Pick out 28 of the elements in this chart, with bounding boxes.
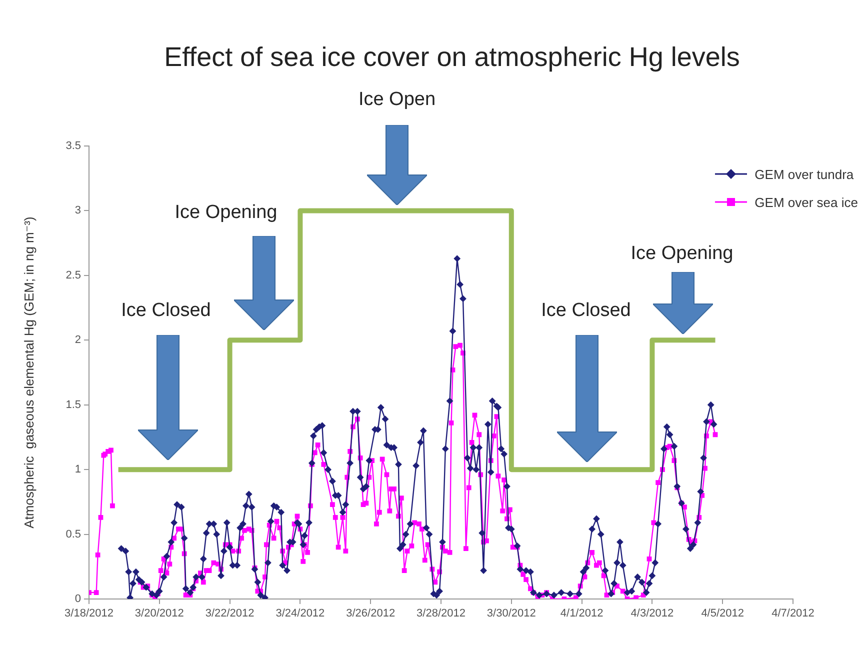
legend-label: GEM over sea ice	[754, 194, 858, 210]
x-tick-label: 4/3/2012	[630, 608, 674, 620]
annotation: Ice Closed	[540, 300, 632, 322]
y-axis-title: Atmospheric gaseous elemental Hg (GEM; in ng m⁻³)	[21, 216, 36, 528]
y-tick-label: 1.5	[66, 398, 81, 411]
legend-label: GEM over tundra	[754, 166, 854, 182]
y-tick-label: 2	[74, 334, 81, 346]
y-tick-label: 2.5	[66, 269, 81, 282]
x-tick-label: 4/5/2012	[701, 608, 744, 620]
x-tick-label: 3/30/2012	[486, 608, 536, 620]
x-tick-label: 3/20/2012	[134, 608, 184, 620]
annotation: Ice Opening	[630, 243, 734, 265]
x-tick-label: 4/7/2012	[772, 608, 814, 620]
x-tick-label: 3/18/2012	[64, 608, 114, 620]
x-tick-label: 4/1/2012	[560, 608, 604, 620]
y-tick-label: 1	[74, 464, 81, 476]
annotation: Ice Closed	[120, 300, 212, 322]
x-tick-label: 3/26/2012	[346, 608, 396, 620]
x-tick-label: 3/22/2012	[205, 608, 254, 620]
annotation: Ice Opening	[174, 202, 278, 224]
y-tick-label: 3	[74, 204, 81, 217]
y-tick-label: 3.5	[66, 140, 81, 152]
x-tick-label: 3/28/2012	[416, 608, 466, 620]
text: Ice Open	[357, 89, 437, 111]
chart-title: Effect of sea ice cover on atmospheric Hg levels	[163, 42, 741, 73]
y-tick-label: 0.5	[66, 528, 81, 540]
x-tick-label: 3/24/2012	[276, 608, 325, 620]
y-tick-label: 0	[74, 593, 81, 606]
